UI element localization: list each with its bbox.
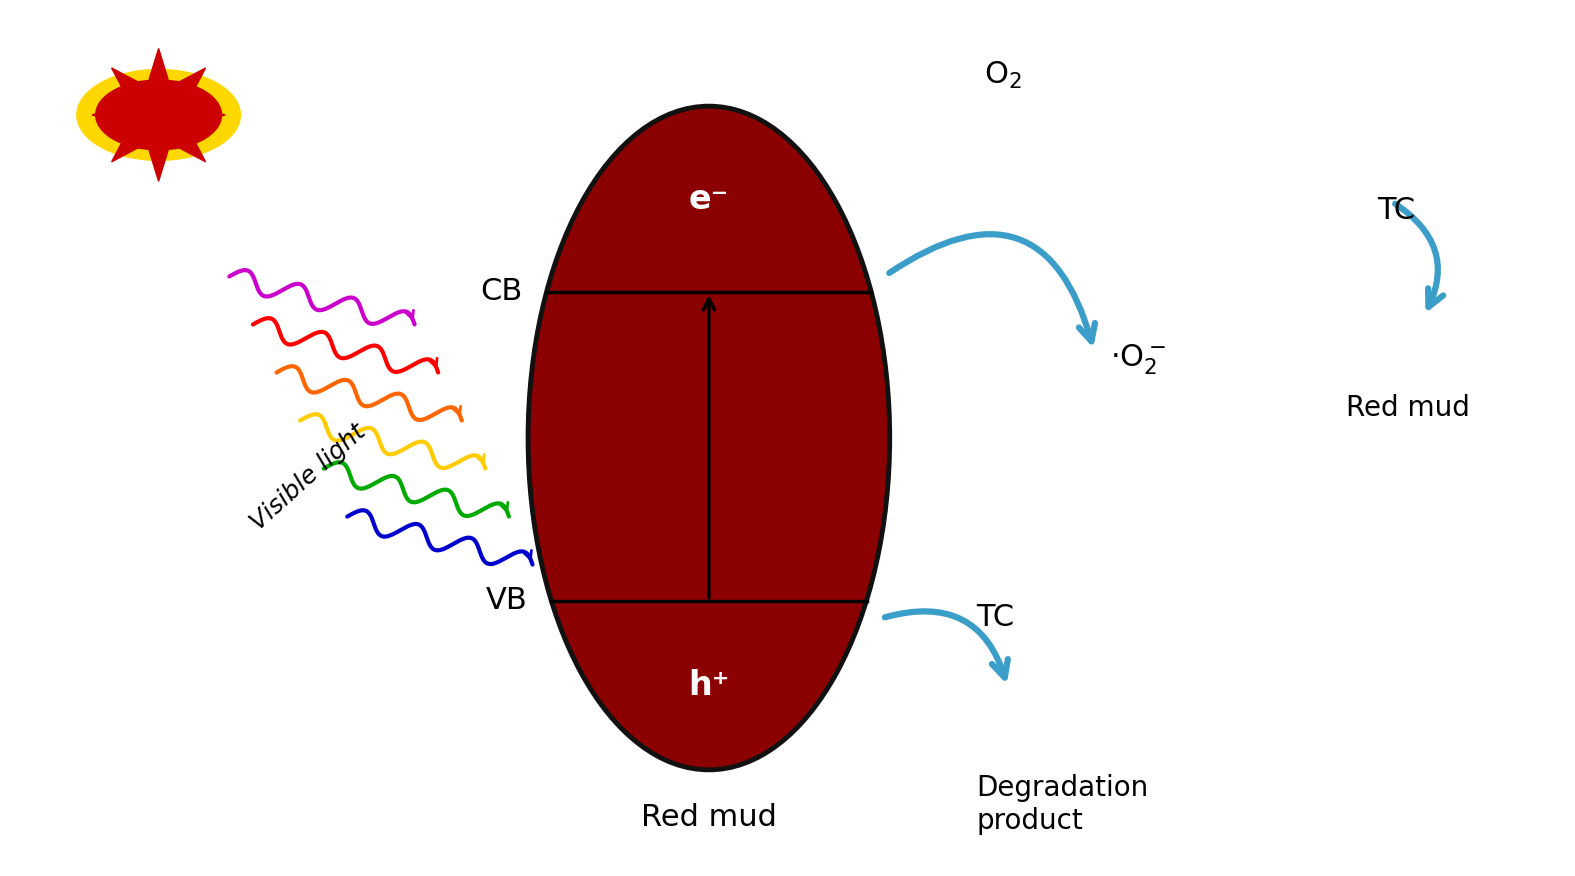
Text: Visible light: Visible light [246,420,370,535]
Circle shape [77,69,241,160]
Polygon shape [93,105,123,124]
Polygon shape [112,133,140,162]
Text: $\mathregular{\cdot O_2^-}$: $\mathregular{\cdot O_2^-}$ [1110,343,1166,377]
Text: CB: CB [480,278,523,307]
Polygon shape [194,105,225,124]
Ellipse shape [528,106,890,770]
Text: TC: TC [1377,196,1416,225]
Text: e⁻: e⁻ [688,182,729,215]
Polygon shape [176,133,206,162]
Text: Red mud: Red mud [641,803,776,832]
Text: VB: VB [487,586,528,615]
Text: TC: TC [976,603,1014,632]
Text: h⁺: h⁺ [688,668,729,702]
Polygon shape [176,68,206,96]
Polygon shape [150,48,169,80]
Circle shape [96,80,222,150]
Text: $\mathregular{O_2}$: $\mathregular{O_2}$ [984,60,1022,91]
Polygon shape [112,68,140,96]
Text: Degradation
product: Degradation product [976,774,1148,835]
Polygon shape [150,151,169,181]
Text: Red mud: Red mud [1345,394,1469,422]
